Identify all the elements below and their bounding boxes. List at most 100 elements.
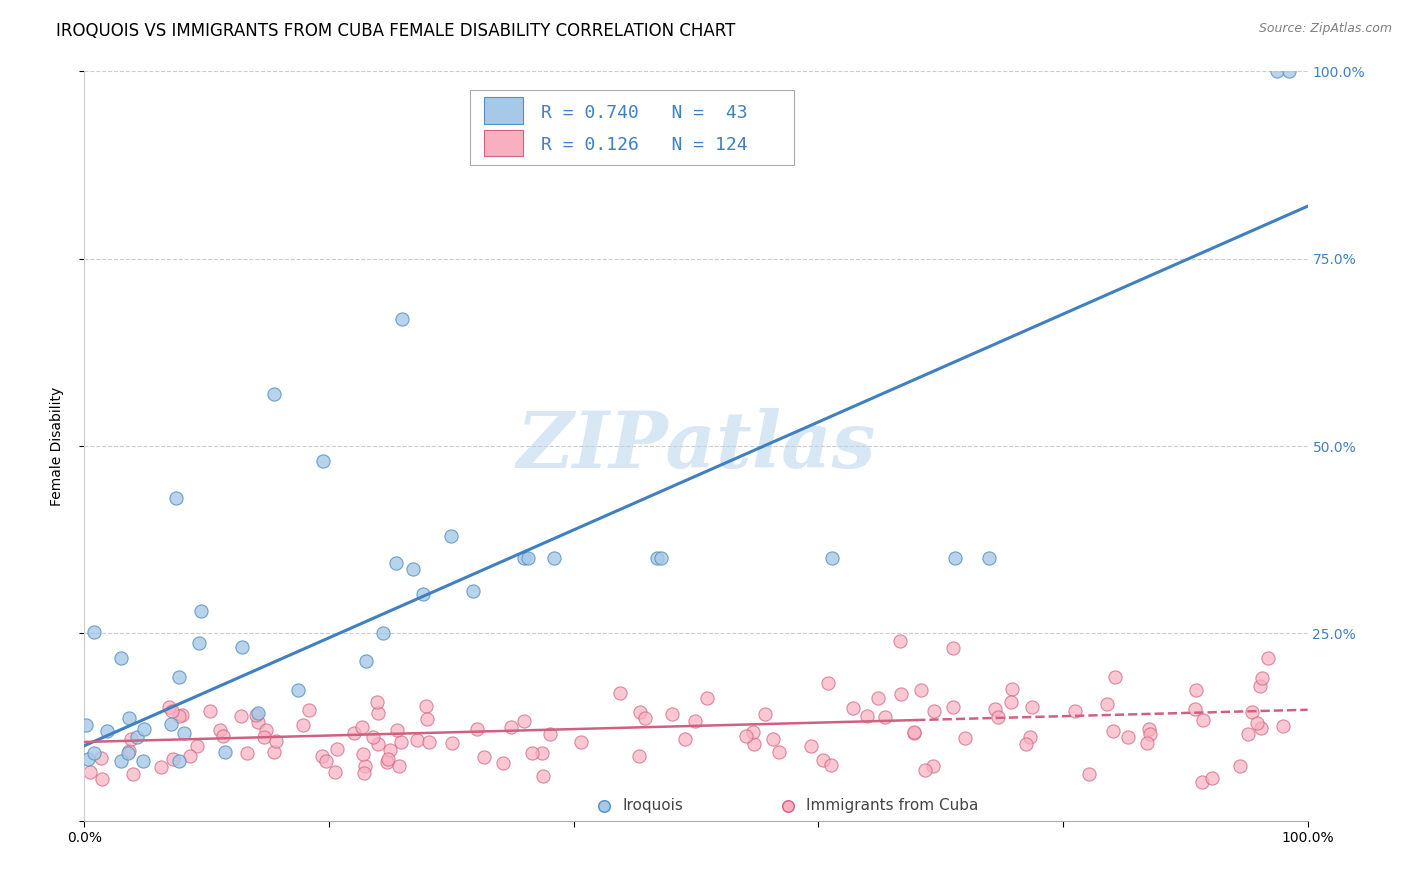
- Point: [1201, 772, 1223, 786]
- Point: [683, 714, 706, 729]
- Point: [1250, 721, 1272, 735]
- Point: [162, 752, 184, 766]
- Point: [198, 704, 221, 718]
- Point: [1278, 64, 1301, 78]
- Point: [352, 747, 374, 762]
- Point: [120, 732, 142, 747]
- Point: [1191, 775, 1213, 789]
- Point: [903, 725, 925, 739]
- Point: [953, 731, 976, 746]
- Point: [538, 727, 561, 741]
- Point: [131, 754, 153, 768]
- Point: [1229, 759, 1251, 773]
- Text: IROQUOIS VS IMMIGRANTS FROM CUBA FEMALE DISABILITY CORRELATION CHART: IROQUOIS VS IMMIGRANTS FROM CUBA FEMALE …: [56, 22, 735, 40]
- Point: [150, 760, 173, 774]
- Point: [1236, 727, 1258, 741]
- Point: [866, 691, 889, 706]
- Point: [513, 551, 536, 566]
- Point: [1185, 683, 1208, 698]
- Point: [405, 733, 427, 747]
- Point: [910, 683, 932, 698]
- Point: [921, 758, 943, 772]
- Point: [326, 741, 349, 756]
- Point: [75, 718, 97, 732]
- Point: [246, 706, 269, 721]
- Text: Source: ZipAtlas.com: Source: ZipAtlas.com: [1258, 22, 1392, 36]
- Point: [821, 551, 844, 566]
- Point: [530, 746, 553, 760]
- Point: [875, 709, 897, 723]
- Point: [79, 765, 101, 780]
- Point: [354, 759, 377, 773]
- Point: [1246, 715, 1268, 730]
- Point: [768, 745, 790, 759]
- Point: [245, 708, 267, 723]
- Point: [754, 706, 776, 721]
- Point: [461, 583, 484, 598]
- Point: [132, 722, 155, 736]
- Text: Iroquois: Iroquois: [623, 798, 683, 814]
- Point: [647, 551, 669, 566]
- Point: [1000, 682, 1022, 697]
- Point: [354, 654, 377, 668]
- Point: [297, 703, 319, 717]
- Point: [214, 745, 236, 759]
- Point: [1257, 651, 1279, 665]
- Point: [820, 757, 842, 772]
- Point: [1240, 705, 1263, 719]
- Point: [817, 675, 839, 690]
- Point: [440, 529, 463, 543]
- Point: [167, 754, 190, 768]
- Point: [110, 754, 132, 768]
- Point: [593, 798, 616, 813]
- Point: [1136, 736, 1159, 750]
- Point: [922, 704, 945, 718]
- Point: [1139, 727, 1161, 741]
- Point: [179, 748, 201, 763]
- Point: [118, 744, 141, 758]
- Point: [942, 640, 965, 655]
- Point: [353, 765, 375, 780]
- Point: [402, 562, 425, 576]
- Point: [412, 586, 434, 600]
- Point: [1249, 679, 1271, 693]
- Point: [634, 711, 657, 725]
- Point: [127, 730, 149, 744]
- Point: [1097, 697, 1119, 711]
- Point: [311, 748, 333, 763]
- Point: [167, 670, 190, 684]
- Point: [744, 737, 766, 751]
- Point: [979, 551, 1001, 566]
- Point: [117, 746, 139, 760]
- Point: [350, 720, 373, 734]
- Point: [208, 723, 231, 737]
- Point: [118, 710, 141, 724]
- Point: [266, 733, 288, 747]
- Point: [367, 706, 389, 720]
- Point: [987, 710, 1010, 724]
- Y-axis label: Female Disability: Female Disability: [49, 386, 63, 506]
- Point: [186, 739, 208, 754]
- Point: [1077, 767, 1099, 781]
- Point: [416, 712, 439, 726]
- Point: [776, 798, 799, 813]
- Point: [391, 311, 413, 326]
- Point: [890, 688, 912, 702]
- FancyBboxPatch shape: [470, 90, 794, 165]
- Point: [263, 386, 285, 401]
- Point: [522, 746, 544, 760]
- Point: [235, 746, 257, 760]
- Point: [173, 726, 195, 740]
- Point: [343, 726, 366, 740]
- Point: [323, 765, 346, 780]
- Point: [1272, 718, 1295, 732]
- Point: [741, 725, 763, 739]
- Point: [1021, 699, 1043, 714]
- Point: [491, 756, 513, 771]
- Point: [90, 772, 112, 786]
- Point: [229, 708, 252, 723]
- Point: [517, 551, 540, 566]
- Point: [1000, 695, 1022, 709]
- Point: [1184, 702, 1206, 716]
- Point: [889, 633, 911, 648]
